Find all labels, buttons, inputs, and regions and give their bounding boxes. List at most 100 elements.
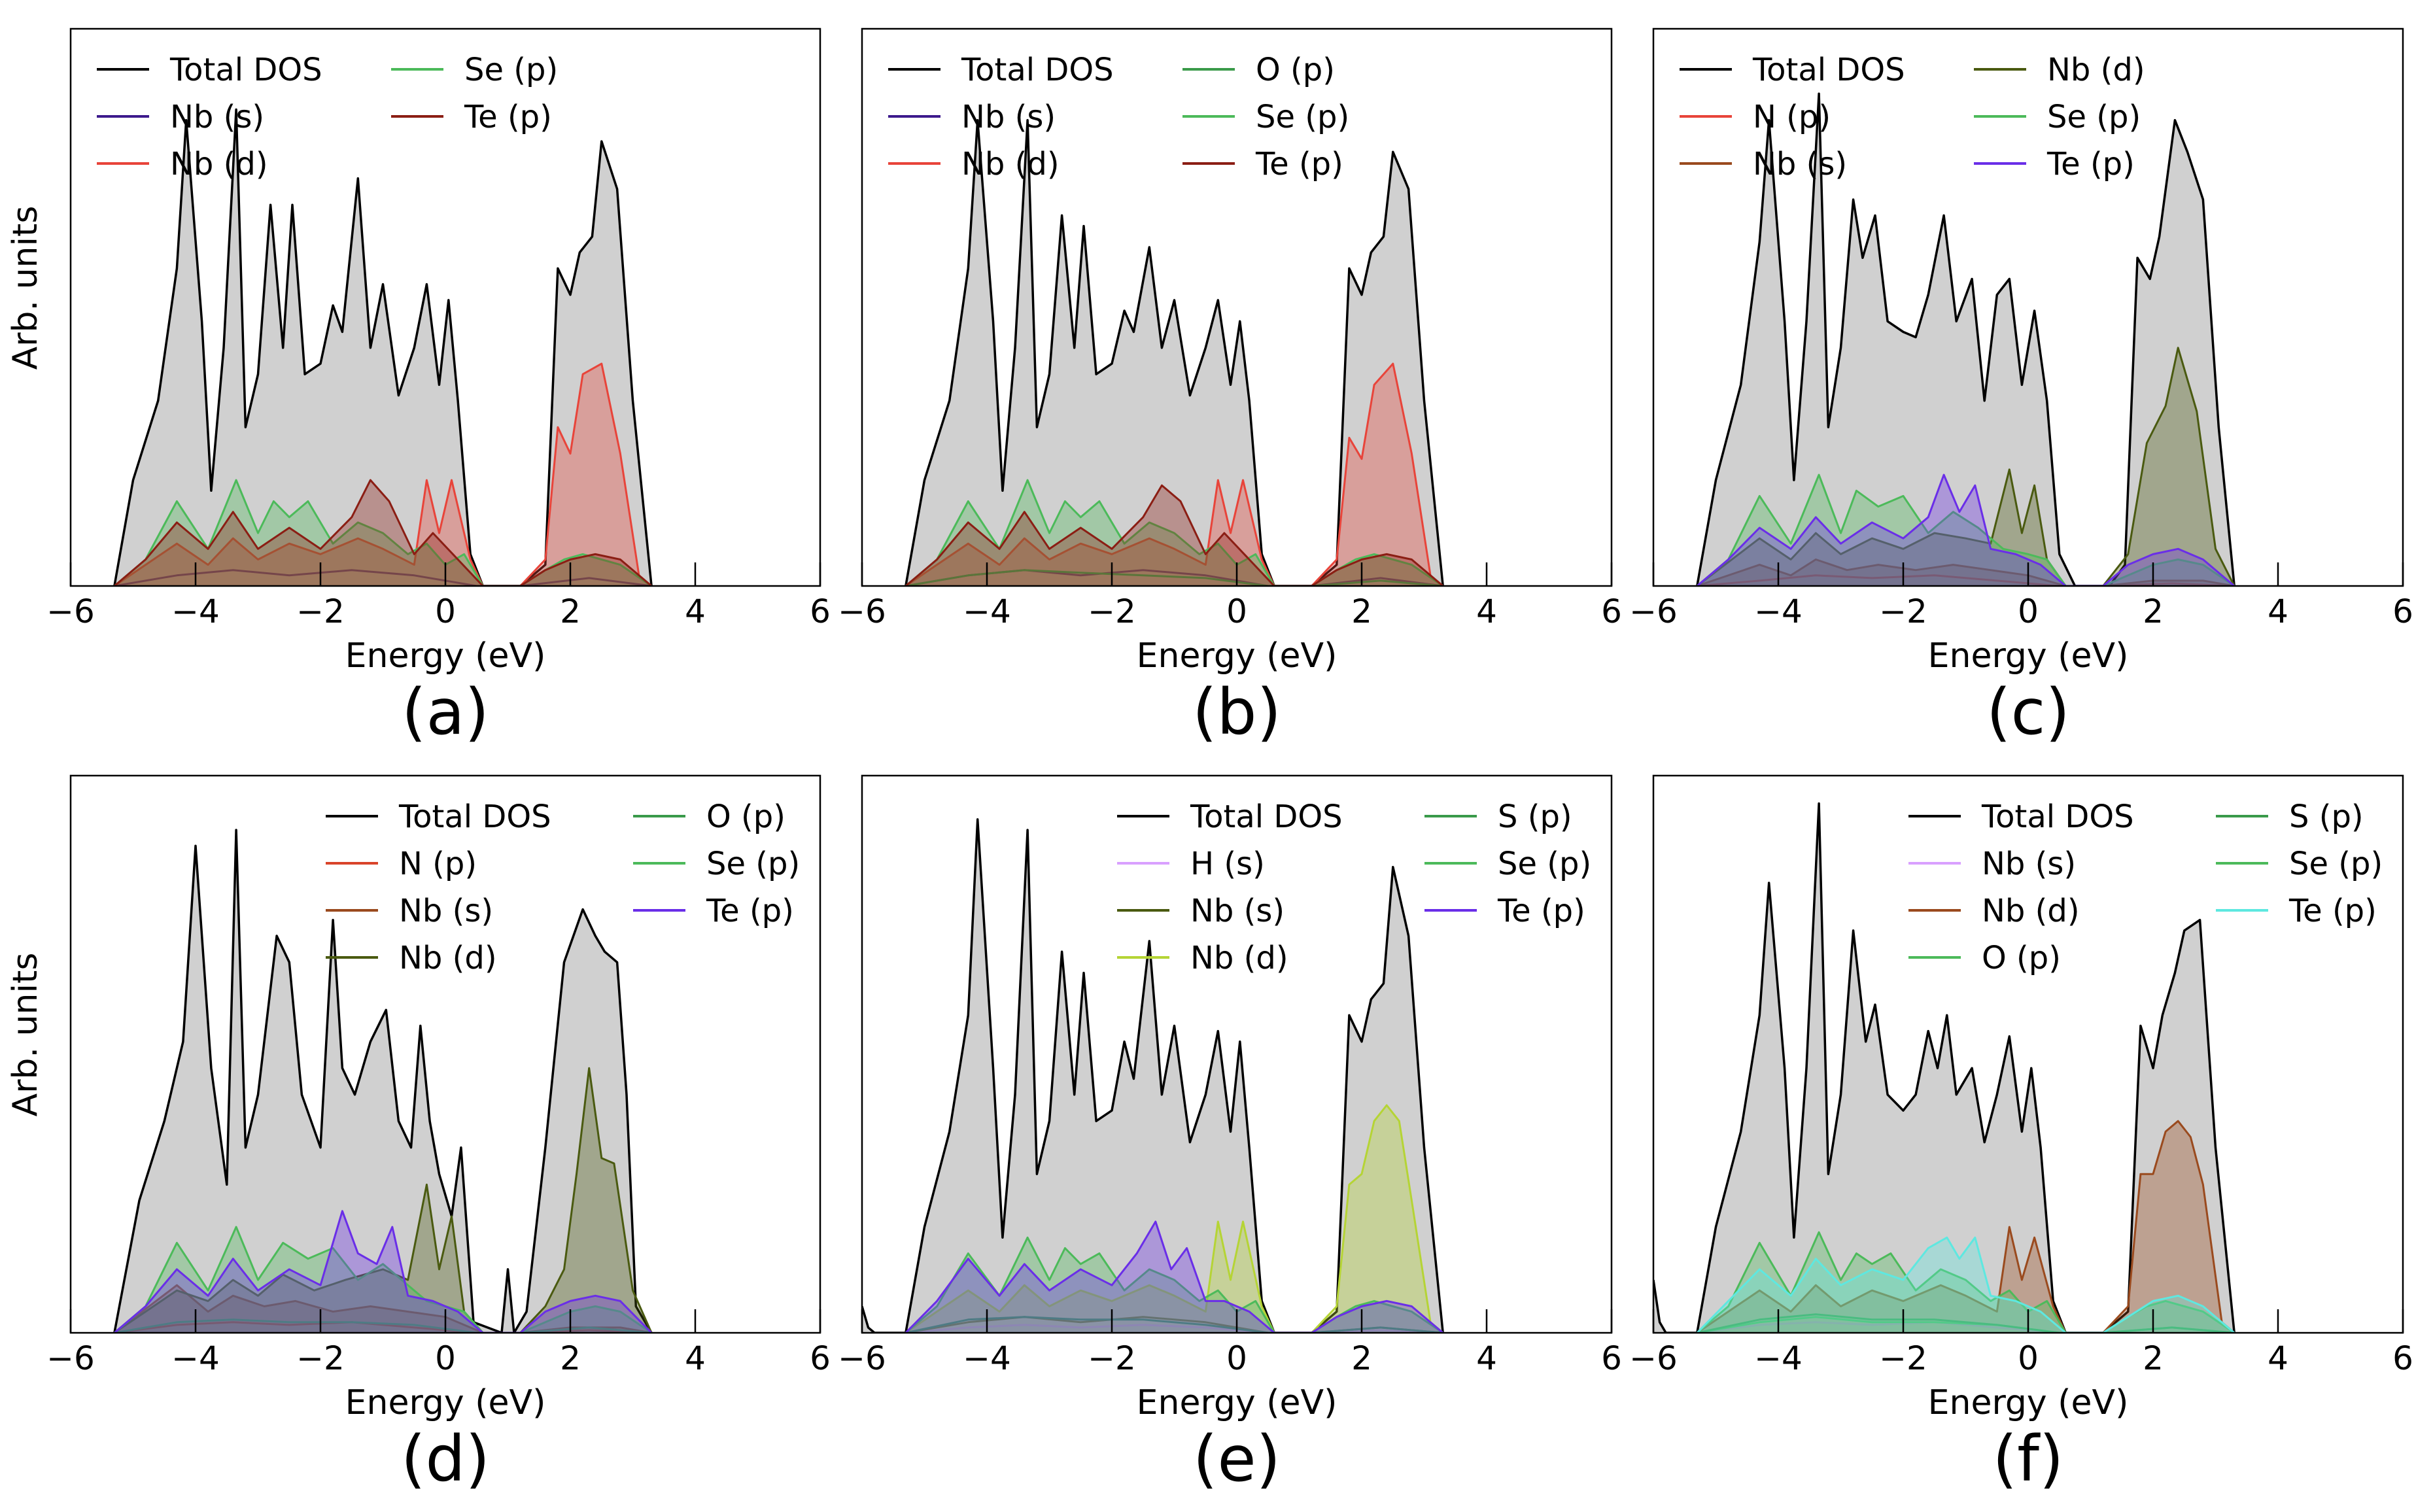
panel-e-total-dos-fill (862, 819, 1443, 1333)
panel-d-xtick-label: 0 (435, 1339, 456, 1377)
panel-f-s-p-line (1697, 1313, 2235, 1333)
panel-b-xtick-label: −6 (838, 593, 886, 630)
panel-a-legend: Total DOS Nb (s) Nb (d) Se (p) Te (p) (97, 52, 558, 182)
panel-b-nb-d-fill (905, 364, 1443, 586)
panel-f-legend: Total DOS Nb (s) Nb (d) O (p) S (p) Se (p) Te … (1908, 799, 2383, 976)
panel-d-legend-label-se-p: Se (p) (706, 846, 800, 882)
panel-c-te-p-line (1696, 473, 2235, 586)
panel-d-legend: Total DOS N (p) Nb (s) Nb (d) O (p) Se (p) Te … (326, 799, 800, 976)
panel-d-n-p-line (114, 1321, 652, 1333)
panel-d-ylabel: Arb. units (6, 953, 45, 1117)
panel-e-xtick-label: 0 (1226, 1339, 1247, 1377)
panel-d-te-p-fill (114, 1211, 652, 1333)
panel-c-legend-label-nb-d: Nb (d) (2047, 52, 2145, 88)
panel-c-te-p-fill (1697, 475, 2235, 586)
panel-b-legend-label-se-p: Se (p) (1256, 99, 1349, 135)
panel-a-se-p-line (113, 479, 652, 586)
panel-a-xlabel: Energy (eV) (345, 636, 546, 676)
panel-b-plot-area (905, 118, 1444, 586)
panel-c-nb-s-line (1697, 558, 2235, 586)
panel-a-xtick-label: 2 (560, 593, 581, 630)
panel-b-total-dos-line (905, 118, 1444, 586)
panel-e-xtick-label: −6 (838, 1339, 886, 1377)
panel-d-xtick-label: −2 (296, 1339, 345, 1377)
panel-f-chart: −6 −4 −2 0 2 4 6 Energy (eV)(f) Total DOS Nb (s) N… (1629, 774, 2413, 1496)
panel-e-te-p-line (905, 1220, 1444, 1333)
panel-d-xtick-label: 6 (810, 1339, 831, 1377)
panel-a-legend-label-nb-s: Nb (s) (170, 99, 264, 135)
panel-a-total-dos-line (113, 108, 653, 586)
panel-d-legend-label-o-p: O (p) (706, 799, 785, 835)
panel-c-xtick-label: −2 (1879, 593, 1927, 630)
panel-b-te-p-line (905, 484, 1444, 586)
panel-c-nb-d-line (1696, 347, 2235, 586)
panel-b-legend: Total DOS Nb (s) Nb (d) O (p) Se (p) Te (p) (888, 52, 1349, 182)
panel-f-xtick-label: 4 (2268, 1339, 2288, 1377)
panel-d-chart: −6 −4 −2 0 2 4 6 Energy (eV) Arb. units (d) Total … (6, 774, 831, 1496)
panel-f-total-dos-line (1653, 802, 2235, 1333)
panel-d-legend-label-nb-d: Nb (d) (399, 940, 497, 976)
panel-b-xlabel: Energy (eV) (1137, 636, 1337, 676)
panel-a-xtick-label: 0 (435, 593, 456, 630)
panel-d-xtick-label: −4 (171, 1339, 220, 1377)
panel-b-legend-label-nb-s: Nb (s) (961, 99, 1056, 135)
panel-d-total-dos-line (113, 829, 653, 1333)
panel-c-legend-label-te-p: Te (p) (2046, 146, 2135, 182)
panel-f-legend-label-o-p: O (p) (1982, 940, 2061, 976)
panel-d-legend-label-total-dos: Total DOS (398, 799, 551, 835)
panel-e-legend-label-se-p: Se (p) (1498, 846, 1591, 882)
panel-a-nb-d-fill (114, 364, 652, 586)
panel-a-nb-d-line (114, 362, 653, 586)
panel-d-xtick-label: 4 (685, 1339, 706, 1377)
panel-e-xlabel: Energy (eV) (1137, 1383, 1337, 1422)
panel-b-xtick-label: −2 (1088, 593, 1136, 630)
panel-f-xtick-label: 0 (2018, 1339, 2039, 1377)
panel-f-te-p-fill (1697, 1237, 2235, 1333)
panel-f-xtick-label: 2 (2143, 1339, 2164, 1377)
panel-a-ylabel: Arb. units (6, 206, 45, 370)
panel-f-nb-d-line (1696, 1120, 2235, 1333)
panel-f-te-p-line (1696, 1236, 2235, 1333)
panel-d-label: (d) (401, 1422, 490, 1496)
panel-b-xtick-label: 4 (1476, 593, 1497, 630)
panel-a-xtick-label: −6 (46, 593, 95, 630)
panel-b-nb-d-line (905, 362, 1444, 586)
panel-d-nb-d-line (114, 1067, 653, 1333)
panel-b-xtick-label: 2 (1351, 593, 1372, 630)
panel-b-xtick-label: 6 (1601, 593, 1622, 630)
panel-c-xtick-label: 2 (2143, 593, 2164, 630)
panel-c-xtick-label: −4 (1754, 593, 1803, 630)
panel-f-plot-area (1653, 802, 2235, 1333)
panel-e-nb-d-line (905, 1104, 1444, 1333)
panel-c-n-p-line (1697, 574, 2235, 586)
panel-a-se-p-fill (114, 480, 652, 586)
panel-c-xlabel: Energy (eV) (1928, 636, 2129, 676)
panel-c-xtick-label: 6 (2392, 593, 2413, 630)
panel-c-chart: −6 −4 −2 0 2 4 6 Energy (eV)(c) Total DOS N (p) Nb… (1629, 27, 2413, 749)
panel-e-label: (e) (1193, 1422, 1281, 1496)
panel-f-legend-label-se-p: Se (p) (2289, 846, 2383, 882)
panel-e-chart: −6 −4 −2 0 2 4 6 Energy (eV)(e) Total DOS H (s) Nb… (838, 774, 1622, 1496)
panel-a-xtick-label: −2 (296, 593, 345, 630)
panel-c-legend-label-se-p: Se (p) (2047, 99, 2141, 135)
panel-f-legend-label-nb-s: Nb (s) (1982, 846, 2076, 882)
panel-e-total-dos-line (862, 818, 1444, 1333)
panel-c-total-dos-fill (1697, 94, 2235, 586)
panel-b-legend-label-o-p: O (p) (1256, 52, 1335, 88)
panel-e-legend: Total DOS H (s) Nb (s) Nb (d) S (p) Se (p) Te … (1117, 799, 1591, 976)
panel-c-legend-label-total-dos: Total DOS (1752, 52, 1905, 88)
panel-a-xtick-label: 6 (810, 593, 831, 630)
panel-c-plot-area (1696, 92, 2235, 586)
panel-e-legend-label-te-p: Te (p) (1497, 893, 1585, 929)
panel-e-legend-label-nb-d: Nb (d) (1190, 940, 1288, 976)
panel-f-se-p-line (1696, 1231, 2235, 1333)
panel-b-legend-label-te-p: Te (p) (1255, 146, 1343, 182)
panel-d-xlabel: Energy (eV) (345, 1383, 546, 1422)
panel-c-se-p-fill (1697, 475, 2235, 586)
panel-e-xtick-label: −2 (1088, 1339, 1136, 1377)
panel-e-plot-area (862, 818, 1444, 1333)
panel-a-chart: −6 −4 −2 0 2 4 6 Energy (eV) Arb. units (a) Total … (6, 27, 831, 749)
panel-d-legend-label-n-p: N (p) (399, 846, 477, 882)
panel-e-xtick-label: 4 (1476, 1339, 1497, 1377)
panel-c-nb-s-fill (1697, 559, 2235, 586)
